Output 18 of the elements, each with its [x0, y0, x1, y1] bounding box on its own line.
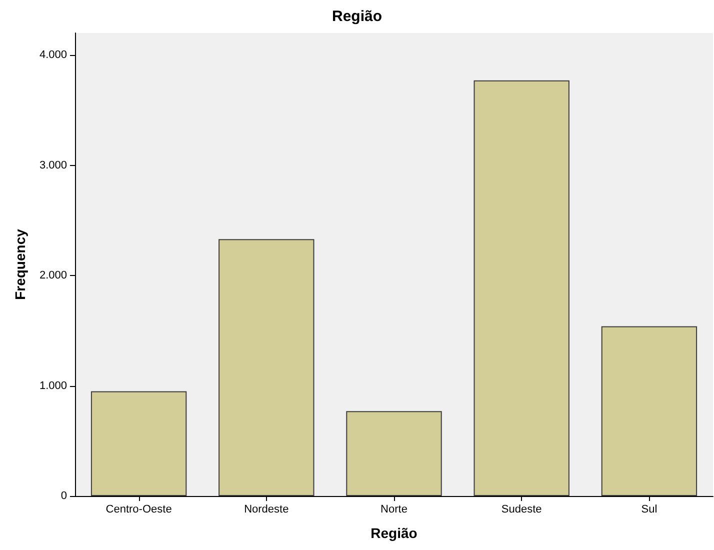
bar [218, 239, 314, 496]
x-tick-label: Sul [641, 504, 658, 516]
y-tick-label: 0 [60, 490, 67, 502]
chart-title: Região [332, 8, 382, 25]
bar [474, 80, 570, 496]
x-tick-label: Centro-Oeste [106, 504, 172, 516]
bar [346, 411, 442, 496]
bar [601, 326, 698, 496]
y-axis-title: Frequency [12, 228, 28, 300]
bar [90, 391, 187, 496]
x-axis-title: Região [370, 525, 418, 541]
x-tick-label: Norte [380, 504, 408, 516]
x-tick-label: Nordeste [244, 504, 289, 516]
x-tick-label: Sudeste [501, 504, 542, 516]
y-tick-label: 2.000 [39, 270, 67, 282]
y-tick-label: 1.000 [39, 380, 67, 392]
y-tick-label: 4.000 [39, 49, 67, 62]
y-tick-label: 3.000 [39, 159, 67, 172]
